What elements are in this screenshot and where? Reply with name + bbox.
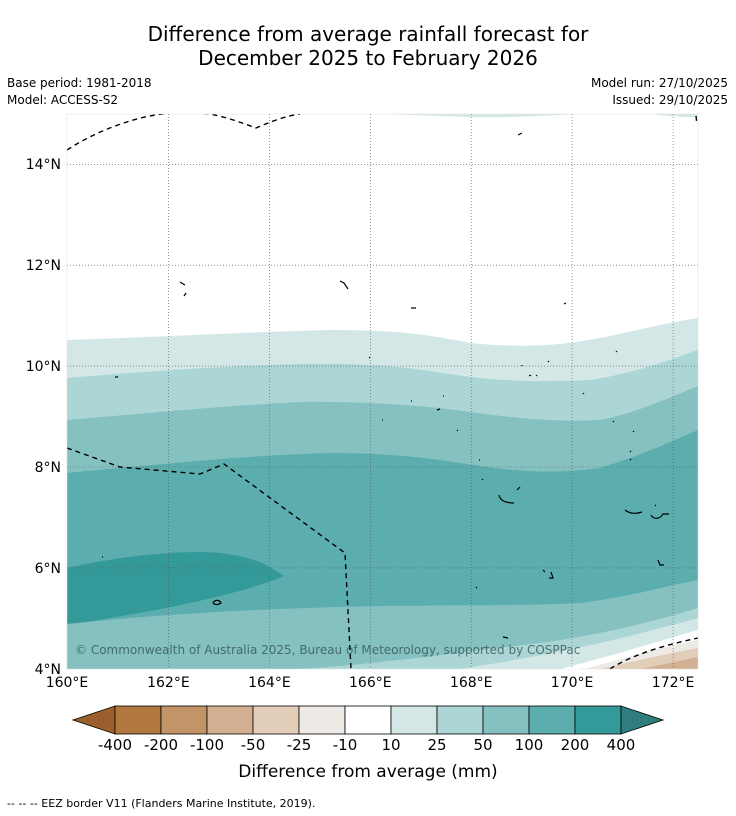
- lat-tick-12: 12°N: [26, 258, 61, 274]
- colorbar-label-7: 10: [381, 736, 401, 754]
- contour-south-25-50: [67, 608, 698, 669]
- title-line-1: Difference from average rainfall forecas…: [147, 22, 589, 46]
- colorbar: [71, 705, 665, 735]
- chart-title: Difference from average rainfall forecas…: [0, 22, 736, 70]
- issued-date: Issued: 29/10/2025: [612, 93, 728, 107]
- lat-tick-4: 4°N: [35, 662, 61, 678]
- colorbar-label-4: -50: [240, 736, 266, 754]
- lon-tick-164: 164°E: [248, 675, 291, 691]
- map-area: © Commonwealth of Australia 2025, Bureau…: [67, 114, 698, 669]
- colorbar-swatch-3: [206, 705, 254, 735]
- colorbar-swatch-8: [436, 705, 484, 735]
- lat-tick-6: 6°N: [35, 561, 61, 577]
- colorbar-swatch-6: [344, 705, 392, 735]
- colorbar-label-5: -25: [286, 736, 312, 754]
- colorbar-label-9: 50: [473, 736, 493, 754]
- colorbar-swatch-11: [574, 705, 622, 735]
- colorbar-label-3: -100: [189, 736, 225, 754]
- model-run: Model run: 27/10/2025: [590, 76, 728, 90]
- contour-north-patch-1: [385, 114, 580, 118]
- colorbar-label-10: 100: [514, 736, 544, 754]
- colorbar-label-8: 25: [427, 736, 447, 754]
- colorbar-swatch-7: [390, 705, 438, 735]
- colorbar-swatch-10: [528, 705, 576, 735]
- colorbar-swatch-9: [482, 705, 530, 735]
- lat-tick-14: 14°N: [26, 157, 61, 173]
- colorbar-label-12: 400: [606, 736, 636, 754]
- islands: [102, 132, 669, 639]
- colorbar-swatch-1: [114, 705, 162, 735]
- copyright-watermark: © Commonwealth of Australia 2025, Bureau…: [75, 643, 580, 657]
- colorbar-label-11: 200: [560, 736, 590, 754]
- title-line-2: December 2025 to February 2026: [198, 46, 538, 70]
- eez-footnote: -- -- -- EEZ border V11 (Flanders Marine…: [7, 797, 316, 810]
- colorbar-extend-high: [620, 705, 665, 735]
- lat-tick-10: 10°N: [26, 359, 61, 375]
- colorbar-swatch-4: [252, 705, 300, 735]
- base-period: Base period: 1981-2018: [7, 76, 152, 90]
- lon-tick-172: 172°E: [652, 675, 695, 691]
- colorbar-swatch-5: [298, 705, 346, 735]
- meta-left: Base period: 1981-2018 Model: ACCESS-S2: [7, 75, 152, 109]
- colorbar-label-1: -400: [97, 736, 133, 754]
- contour-200-400: [67, 552, 284, 626]
- model-name: Model: ACCESS-S2: [7, 93, 119, 107]
- lon-tick-166: 166°E: [349, 675, 392, 691]
- lon-tick-168: 168°E: [450, 675, 493, 691]
- gridlines: [67, 114, 698, 669]
- lon-tick-170: 170°E: [551, 675, 594, 691]
- lon-tick-162: 162°E: [147, 675, 190, 691]
- contour-south-neg100: [640, 657, 698, 669]
- eez-borders: [67, 114, 698, 669]
- lat-tick-8: 8°N: [35, 460, 61, 476]
- meta-right: Model run: 27/10/2025 Issued: 29/10/2025: [591, 75, 728, 109]
- map-frame: [66, 113, 699, 670]
- lon-tick-160: 160°E: [46, 675, 89, 691]
- colorbar-swatch-2: [160, 705, 208, 735]
- contour-north-patch-2: [652, 114, 698, 117]
- colorbar-title: Difference from average (mm): [238, 762, 498, 782]
- colorbar-extend-low: [71, 705, 116, 735]
- colorbar-label-6: -10: [332, 736, 358, 754]
- colorbar-label-2: -200: [143, 736, 179, 754]
